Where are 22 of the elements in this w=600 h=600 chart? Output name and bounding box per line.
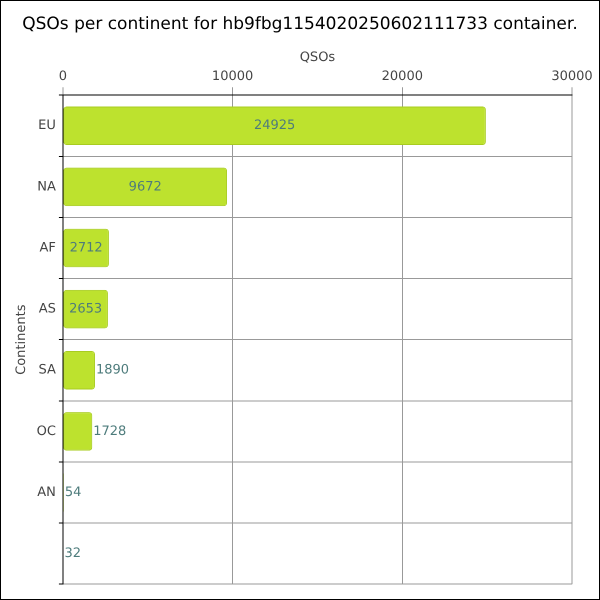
chart-title: QSOs per continent for hb9fbg1154020250602111733 container. [21,14,579,34]
data-label: 24925 [254,118,296,134]
y-axis-title: Continents [14,304,30,375]
x-tick-label: 20000 [382,68,423,84]
y-tick-label: AN [37,484,56,500]
y-tick-label: AS [38,302,56,317]
x-tick-label: 10000 [212,68,254,84]
data-label: 1890 [96,362,130,378]
y-tick-label: AF [40,240,56,256]
y-tick-label: OC [36,424,56,439]
y-tick-label: SA [38,362,56,378]
data-label: 2653 [69,302,102,317]
data-label: 9672 [128,179,162,194]
y-tick-label: NA [37,179,56,194]
data-label: 54 [64,484,82,500]
x-tick-label: 30000 [551,68,593,84]
data-label: 32 [64,546,81,562]
x-axis-title: QSOs [300,50,336,66]
y-tick-label: EU [38,118,56,134]
x-tick-label: 0 [58,68,68,84]
data-label: 2712 [70,240,103,256]
data-label: 1728 [93,424,126,439]
